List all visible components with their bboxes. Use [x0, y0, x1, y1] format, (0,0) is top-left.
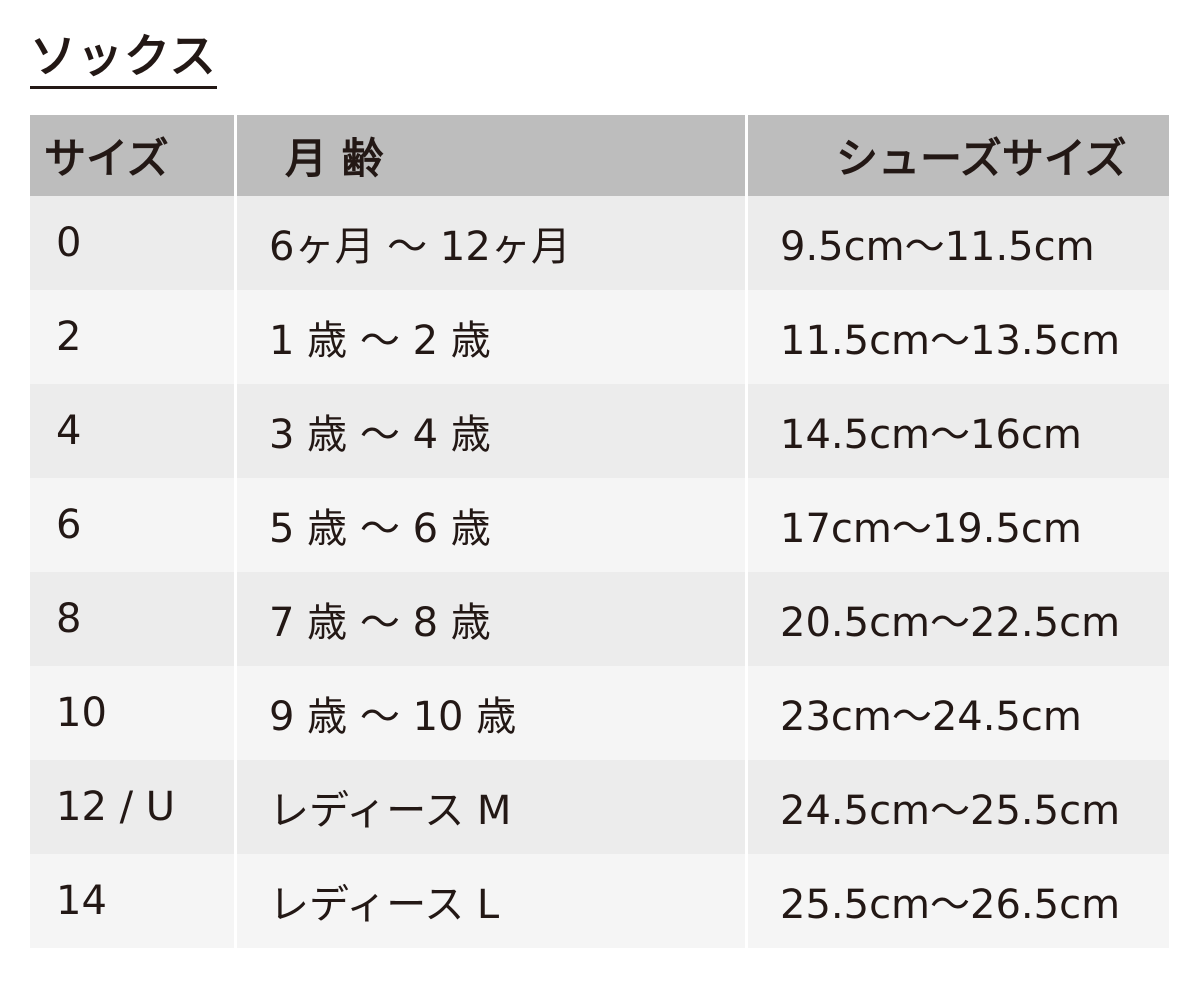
- cell-shoe-size: 11.5cm〜13.5cm: [745, 290, 1169, 384]
- cell-shoe-size: 25.5cm〜26.5cm: [745, 854, 1169, 948]
- cell-age: 7 歳 〜 8 歳: [234, 572, 748, 666]
- cell-size: 14: [30, 854, 237, 948]
- cell-age: 9 歳 〜 10 歳: [234, 666, 748, 760]
- cell-age: 3 歳 〜 4 歳: [234, 384, 748, 478]
- cell-shoe-size: 23cm〜24.5cm: [745, 666, 1169, 760]
- cell-shoe-size: 9.5cm〜11.5cm: [745, 196, 1169, 290]
- header-shoe-size: シューズサイズ: [745, 115, 1169, 196]
- cell-size: 4: [30, 384, 237, 478]
- cell-shoe-size: 17cm〜19.5cm: [745, 478, 1169, 572]
- cell-size: 8: [30, 572, 237, 666]
- page-title: ソックス: [30, 28, 217, 89]
- header-age: 月 齢: [234, 115, 748, 196]
- cell-size: 0: [30, 196, 237, 290]
- header-size: サイズ: [30, 115, 237, 196]
- cell-age: 5 歳 〜 6 歳: [234, 478, 748, 572]
- cell-age: 1 歳 〜 2 歳: [234, 290, 748, 384]
- table-row: 14 レディース L 25.5cm〜26.5cm: [30, 854, 1169, 948]
- cell-age: レディース L: [234, 854, 748, 948]
- size-table: サイズ 月 齢 シューズサイズ 0 6ヶ月 〜 12ヶ月 9.5cm〜11.5cm 2…: [30, 115, 1169, 948]
- table-header-row: サイズ 月 齢 シューズサイズ: [30, 115, 1169, 196]
- table-row: 12 / U レディース M 24.5cm〜25.5cm: [30, 760, 1169, 854]
- cell-age: 6ヶ月 〜 12ヶ月: [234, 196, 748, 290]
- table-row: 10 9 歳 〜 10 歳 23cm〜24.5cm: [30, 666, 1169, 760]
- cell-shoe-size: 24.5cm〜25.5cm: [745, 760, 1169, 854]
- cell-shoe-size: 20.5cm〜22.5cm: [745, 572, 1169, 666]
- cell-shoe-size: 14.5cm〜16cm: [745, 384, 1169, 478]
- cell-age: レディース M: [234, 760, 748, 854]
- cell-size: 2: [30, 290, 237, 384]
- table-row: 0 6ヶ月 〜 12ヶ月 9.5cm〜11.5cm: [30, 196, 1169, 290]
- cell-size: 6: [30, 478, 237, 572]
- cell-size: 12 / U: [30, 760, 237, 854]
- cell-size: 10: [30, 666, 237, 760]
